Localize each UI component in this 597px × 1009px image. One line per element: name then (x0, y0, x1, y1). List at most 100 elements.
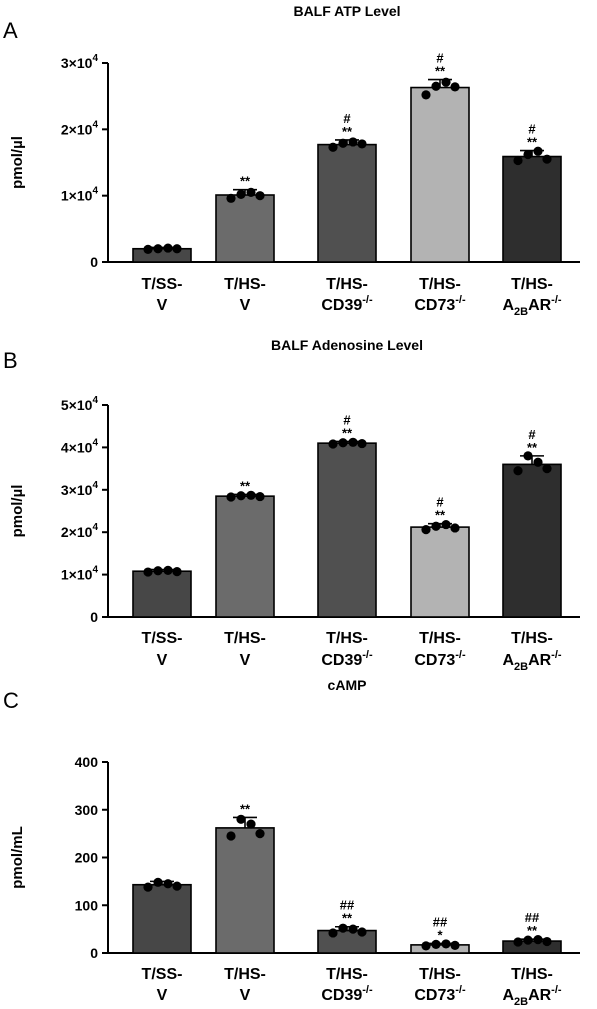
data-point (328, 439, 338, 449)
data-point (246, 490, 256, 500)
data-point (163, 879, 173, 889)
data-point (523, 935, 533, 945)
data-point (163, 565, 173, 575)
data-point (441, 939, 451, 949)
y-tick-label: 2×104 (61, 119, 99, 137)
category-label-line1: T/HS- (511, 630, 553, 647)
data-point (357, 438, 367, 449)
significance-stars: ** (342, 425, 353, 440)
data-point (523, 451, 533, 461)
data-point (533, 935, 543, 945)
data-point (255, 191, 265, 201)
category-label-line2: A2BAR-/- (502, 649, 561, 673)
bar (410, 526, 470, 618)
significance-stars: ** (435, 508, 446, 523)
category-label-line1: T/HS- (326, 276, 368, 293)
data-point (236, 189, 246, 199)
y-tick-label: 200 (75, 850, 99, 866)
category-label-line2: V (240, 297, 251, 314)
category-label-line2: V (157, 652, 168, 669)
data-point (357, 139, 367, 149)
data-point (421, 90, 431, 100)
data-point (172, 244, 182, 254)
data-point (431, 939, 441, 950)
bar (502, 940, 562, 954)
category-label-line2: CD39-/- (321, 984, 373, 1004)
y-tick-label: 0 (90, 254, 98, 270)
y-tick-label: 4×104 (61, 437, 99, 455)
category-label-line1: T/HS- (326, 966, 368, 983)
data-point (441, 77, 451, 87)
data-point (523, 149, 533, 160)
significance-stars: ** (342, 124, 353, 139)
data-point (348, 924, 358, 934)
significance-hash: # (343, 111, 351, 126)
data-point (143, 244, 153, 254)
data-point (542, 464, 552, 474)
significance-hash: # (343, 412, 351, 427)
significance-stars: ** (240, 801, 251, 816)
data-point (246, 819, 256, 829)
data-point (153, 877, 163, 887)
data-point (542, 936, 552, 947)
y-tick-label: 3×104 (61, 53, 99, 71)
significance-hash: ## (433, 914, 448, 929)
data-point (513, 466, 523, 476)
panel-letter: B (3, 348, 18, 373)
data-point (542, 154, 552, 164)
data-point (421, 525, 431, 535)
chart-title: BALF ATP Level (293, 3, 400, 19)
y-tick-label: 2×104 (61, 522, 99, 540)
y-tick-label: 100 (75, 897, 99, 913)
data-point (533, 457, 543, 467)
data-point (348, 437, 358, 447)
data-point (431, 81, 441, 91)
category-label-line2: V (240, 987, 251, 1004)
data-point (143, 882, 153, 892)
data-point (328, 142, 338, 152)
data-point (255, 491, 265, 502)
data-point (226, 193, 236, 203)
significance-stars: ** (240, 478, 251, 493)
panel-letter: A (3, 18, 18, 43)
category-label-line1: T/HS- (511, 276, 553, 293)
significance-stars: ** (527, 135, 538, 150)
significance-stars: * (437, 927, 443, 942)
category-label-line2: CD39-/- (321, 294, 373, 314)
chart-panel-a: A BALF ATP Level pmol/µl 0 1×104 2×104 3×104 T/… (3, 3, 580, 318)
data-point (153, 244, 163, 254)
significance-stars: ** (527, 923, 538, 938)
data-point (236, 814, 246, 824)
bar (317, 929, 377, 954)
category-label-line2: CD73-/- (414, 294, 466, 314)
bar (502, 155, 562, 263)
category-label-line1: T/HS- (326, 630, 368, 647)
bar (317, 442, 377, 618)
data-point (338, 138, 348, 148)
y-tick-label: 300 (75, 802, 99, 818)
category-label-line2: A2BAR-/- (502, 294, 561, 318)
data-point (246, 187, 256, 197)
significance-hash: ## (525, 910, 540, 925)
significance-hash: # (528, 122, 536, 137)
category-label-line2: CD39-/- (321, 649, 373, 669)
category-label-line1: T/HS- (419, 276, 461, 293)
data-point (533, 146, 543, 156)
chart-title: cAMP (328, 677, 367, 693)
data-point (172, 881, 182, 891)
y-tick-label: 1×104 (61, 565, 99, 583)
significance-stars: ** (527, 440, 538, 455)
data-point (441, 519, 451, 530)
category-label-line2: CD73-/- (414, 984, 466, 1004)
bar (132, 570, 192, 618)
significance-hash: # (436, 51, 444, 66)
bar (215, 495, 275, 618)
category-label-line2: V (157, 297, 168, 314)
category-label-line1: T/HS- (224, 630, 266, 647)
data-point (450, 523, 460, 533)
y-axis-label: pmol/mL (9, 826, 26, 889)
y-axis-label: pmol/µl (9, 136, 26, 189)
data-point (348, 137, 358, 147)
significance-hash: ## (340, 898, 355, 913)
